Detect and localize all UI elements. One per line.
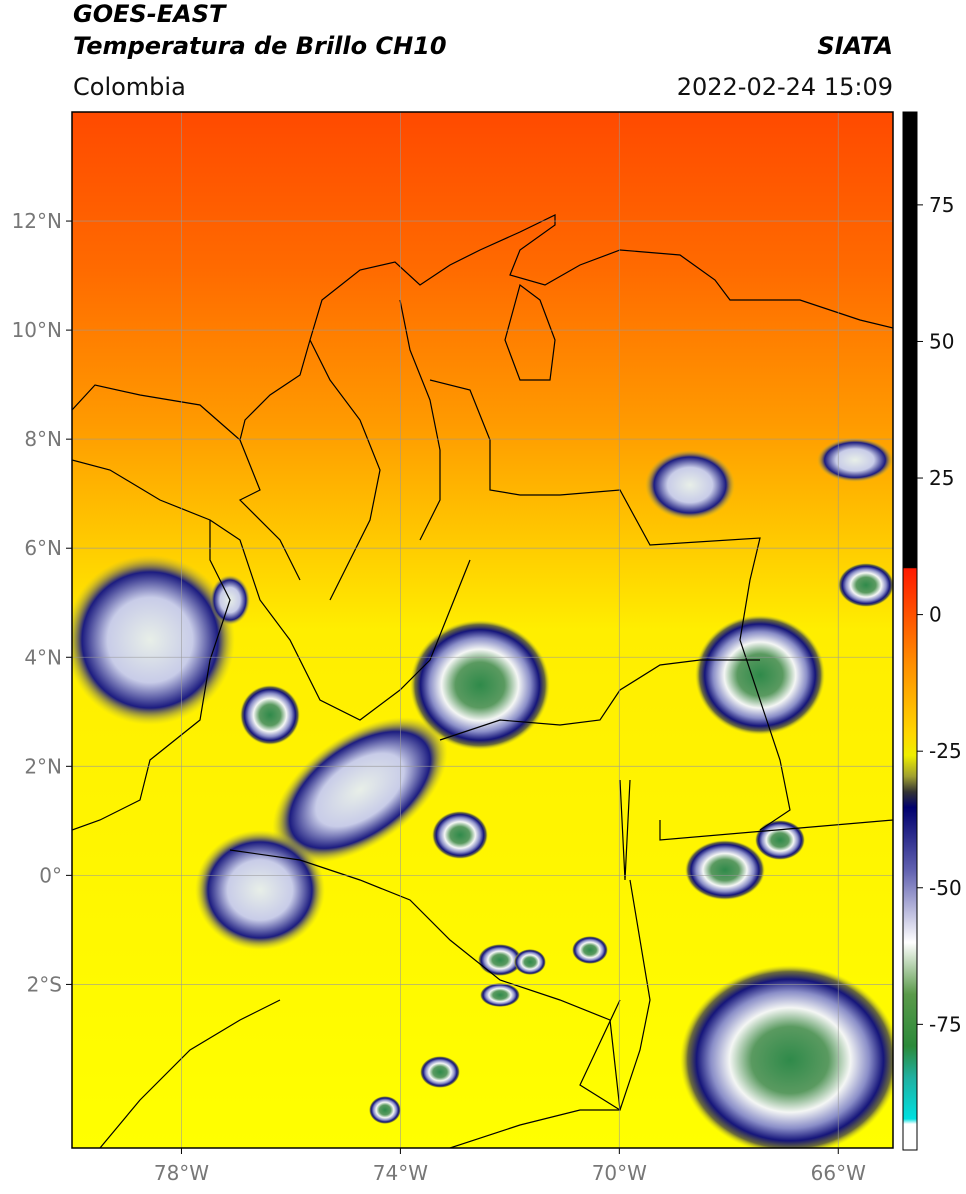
colorbar — [902, 111, 918, 1151]
subtitle: Temperatura de Brillo CH10 — [73, 32, 447, 60]
graticule — [72, 112, 893, 1148]
colorbar-tick-label: 25 — [929, 466, 954, 490]
lon-tick-label: 66°W — [811, 1161, 866, 1185]
lat-tick-label: 2°N — [24, 754, 62, 778]
colorbar-tick-label: 50 — [929, 329, 954, 353]
colorbar-tick-label: -75 — [929, 1012, 962, 1036]
datetime: 2022-02-24 15:09 — [677, 73, 893, 101]
colorbar-tick-label: 75 — [929, 193, 954, 217]
cloud-tops — [72, 438, 893, 1148]
lat-tick-label: 4°N — [24, 645, 62, 669]
lon-tick-label: 74°W — [373, 1161, 428, 1185]
lat-tick-label: 6°N — [24, 536, 62, 560]
map-image — [72, 112, 893, 1148]
colorbar-tick-label: -50 — [929, 876, 962, 900]
lat-tick-label: 0° — [39, 863, 62, 887]
borders — [72, 214, 893, 1148]
lon-tick-label: 70°W — [592, 1161, 647, 1185]
source: SIATA — [817, 32, 893, 60]
lat-tick-label: 12°N — [12, 209, 62, 233]
lon-tick-label: 78°W — [154, 1161, 209, 1185]
lat-tick-label: 10°N — [12, 318, 62, 342]
lat-tick-label: 8°N — [24, 427, 62, 451]
region: Colombia — [73, 73, 186, 101]
map-frame — [71, 111, 894, 1149]
lat-tick-label: 2°S — [27, 972, 62, 996]
title: GOES-EAST — [73, 0, 227, 28]
colorbar-tick-label: 0 — [929, 603, 942, 627]
colorbar-tick-label: -25 — [929, 739, 962, 763]
